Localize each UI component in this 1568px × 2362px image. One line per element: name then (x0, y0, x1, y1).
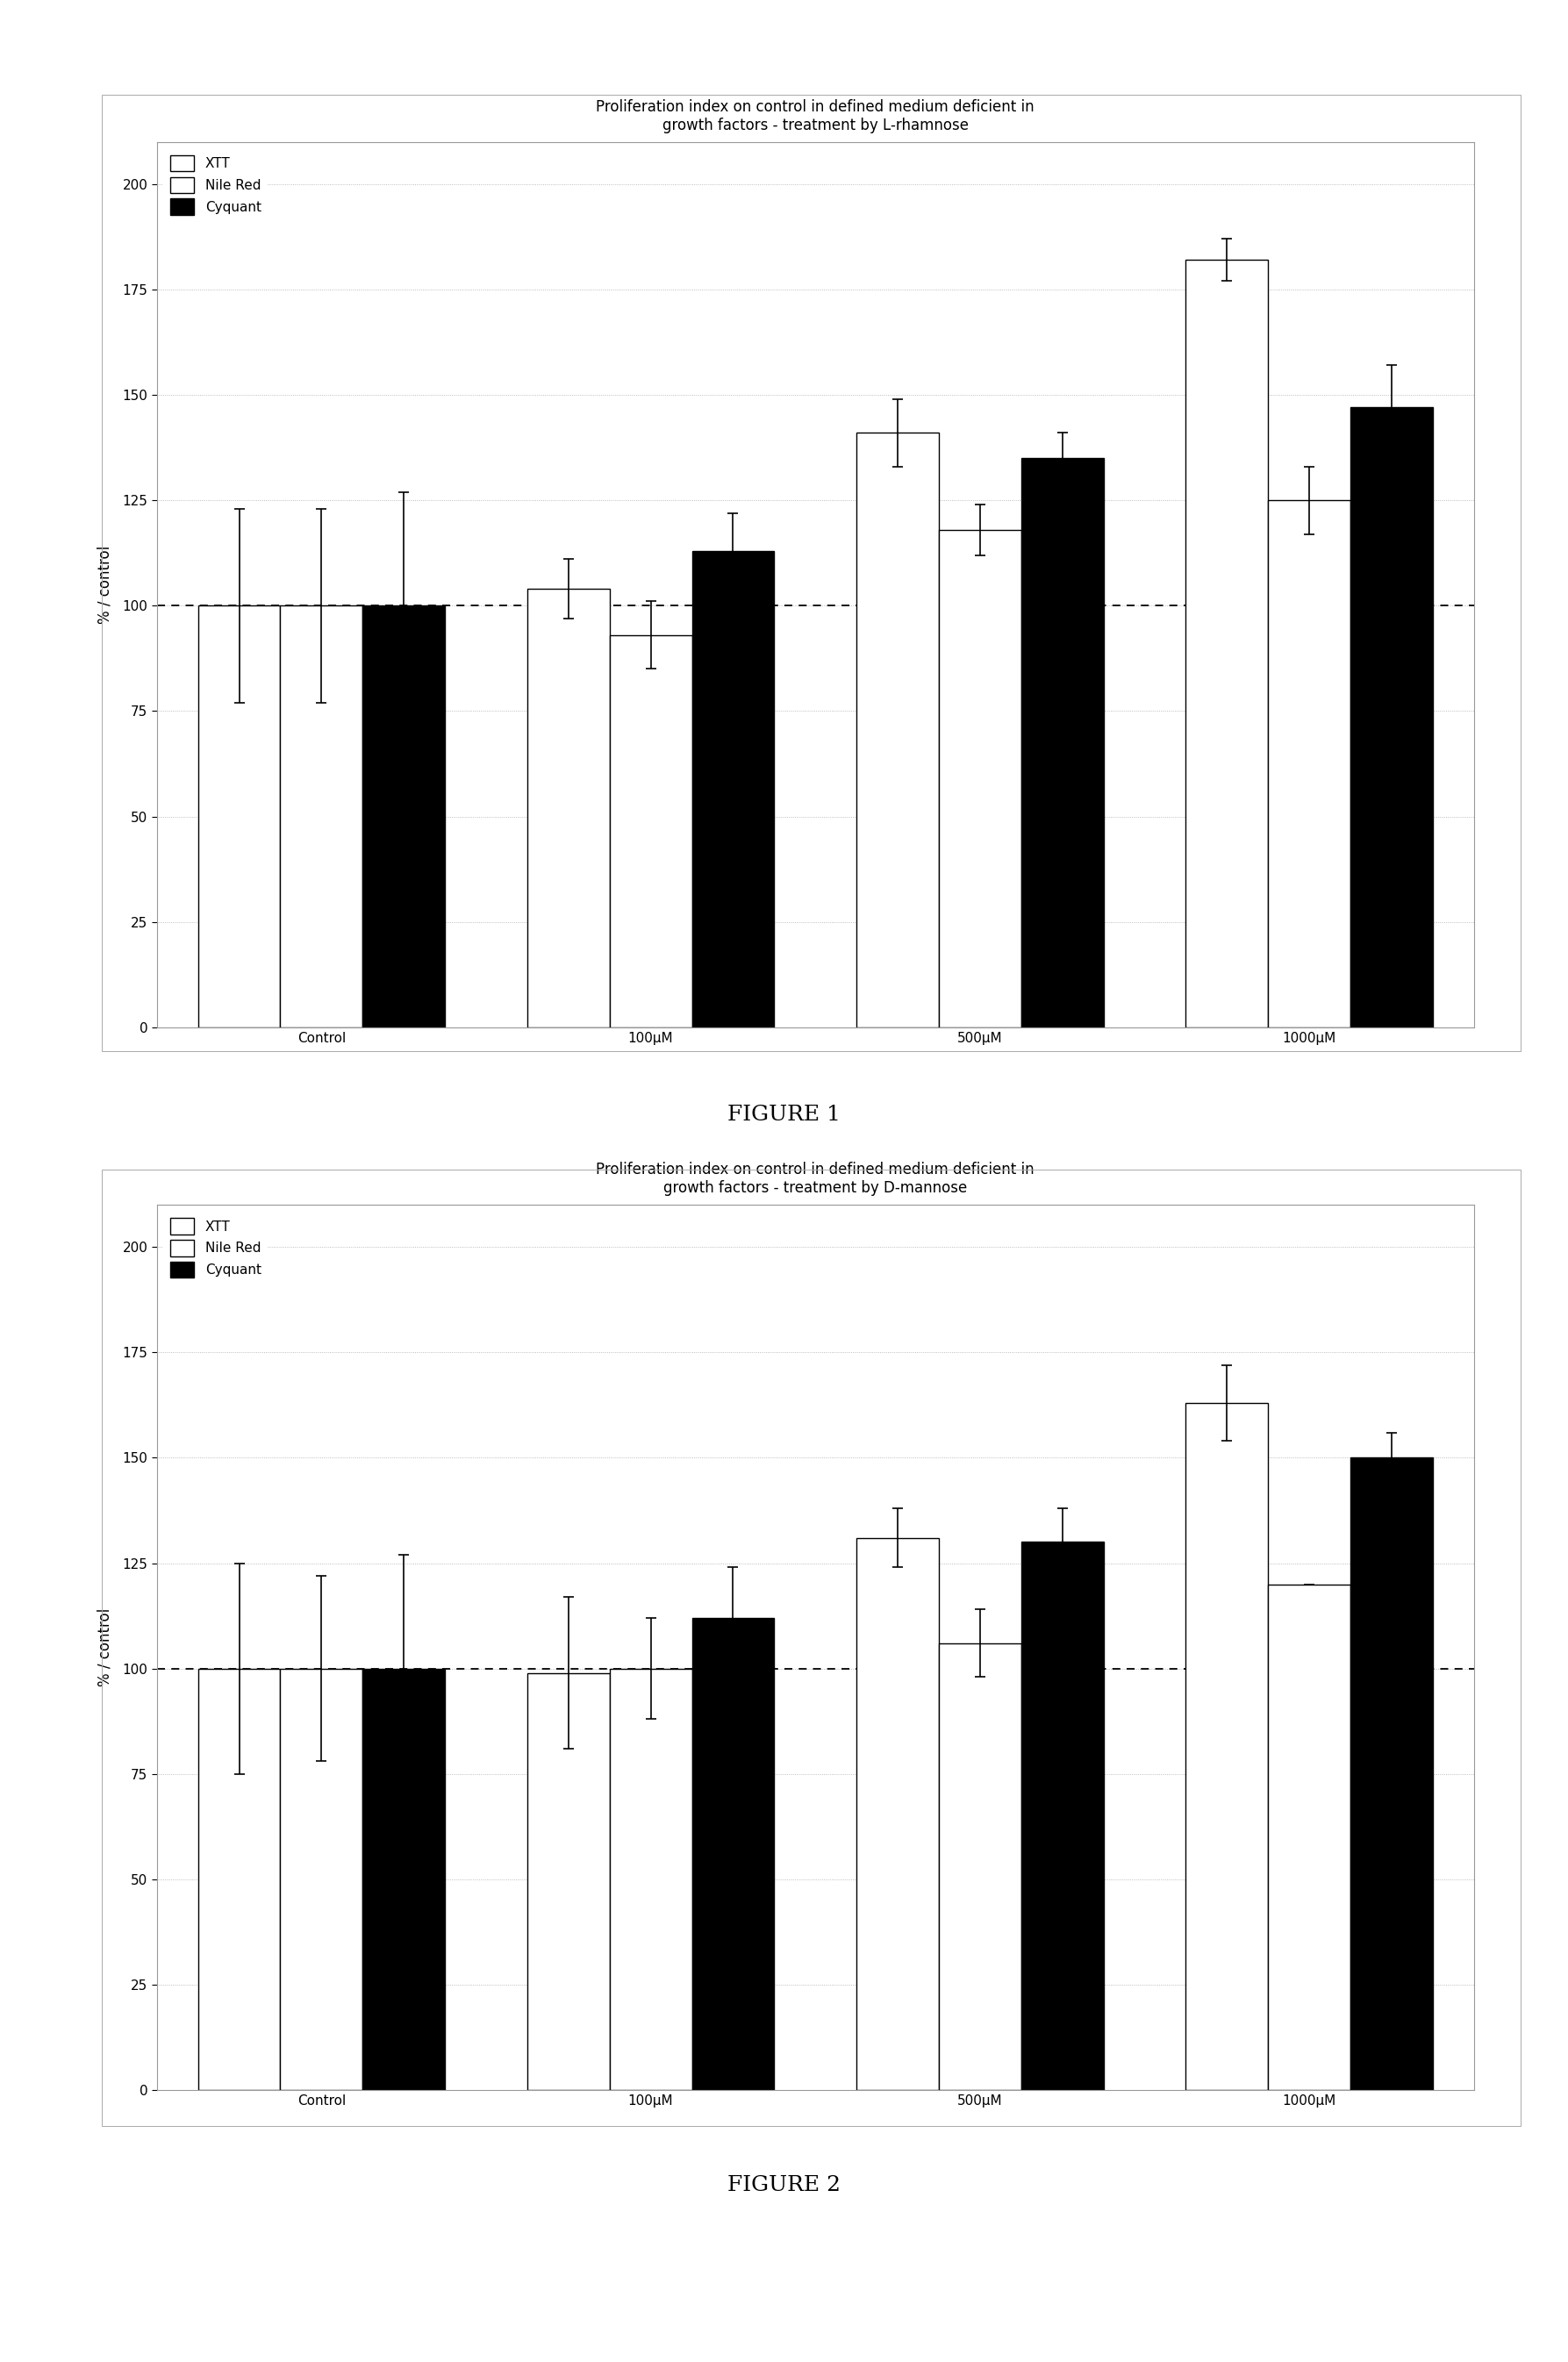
Text: FIGURE 2: FIGURE 2 (728, 2175, 840, 2194)
Legend: XTT, Nile Red, Cyquant: XTT, Nile Red, Cyquant (163, 149, 268, 222)
Bar (610, 635, 691, 1027)
Bar (1269, 1585, 1350, 2090)
Bar (610, 1668, 691, 2090)
Legend: XTT, Nile Red, Cyquant: XTT, Nile Red, Cyquant (163, 1212, 268, 1285)
Bar (856, 432, 939, 1027)
Bar (939, 1644, 1021, 2090)
Bar (856, 1538, 939, 2090)
Bar (281, 605, 362, 1027)
Bar (198, 1668, 281, 2090)
Y-axis label: % / control: % / control (97, 546, 113, 624)
Bar (362, 1668, 445, 2090)
Bar (1185, 260, 1269, 1027)
Bar (1350, 1457, 1433, 2090)
Bar (1021, 1542, 1104, 2090)
Y-axis label: % / control: % / control (97, 1609, 113, 1686)
Bar (1185, 1403, 1269, 2090)
Title: Proliferation index on control in defined medium deficient in
growth factors - t: Proliferation index on control in define… (596, 99, 1035, 132)
Bar (362, 605, 445, 1027)
Bar (1021, 458, 1104, 1027)
Bar (691, 1618, 775, 2090)
Bar (1350, 406, 1433, 1027)
Bar (1269, 501, 1350, 1027)
Bar (527, 1672, 610, 2090)
Bar (198, 605, 281, 1027)
Bar (527, 588, 610, 1027)
Text: FIGURE 1: FIGURE 1 (728, 1105, 840, 1124)
Title: Proliferation index on control in defined medium deficient in
growth factors - t: Proliferation index on control in define… (596, 1162, 1035, 1195)
Bar (939, 529, 1021, 1027)
Bar (281, 1668, 362, 2090)
Bar (691, 550, 775, 1027)
